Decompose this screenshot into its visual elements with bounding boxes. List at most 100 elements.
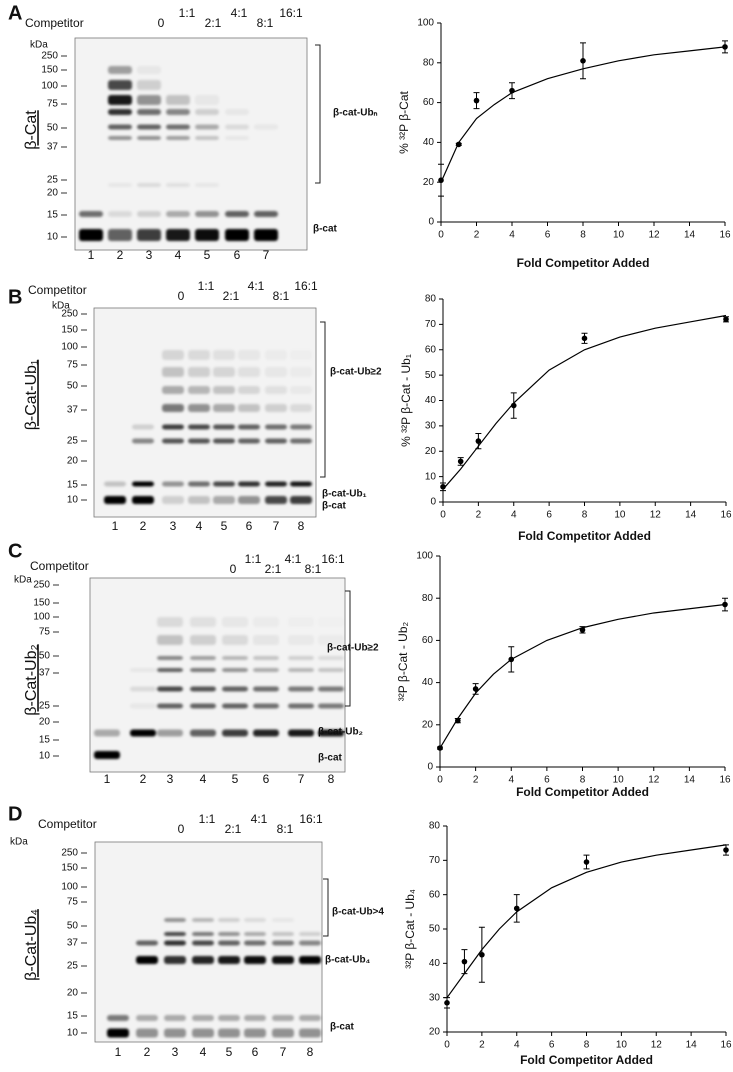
lane-number: 8	[307, 1045, 314, 1059]
gel-band	[164, 1028, 186, 1038]
gel-band	[290, 404, 312, 412]
gel-band	[188, 496, 210, 504]
fit-curve	[440, 46, 726, 183]
gel-band	[188, 350, 210, 360]
y-tick-label: 40	[423, 137, 435, 148]
gel-band	[265, 438, 287, 444]
gel-band	[253, 668, 279, 672]
ratio-label: 0	[158, 16, 165, 30]
gel-band	[164, 932, 186, 936]
gel-band	[188, 481, 210, 487]
gel-band	[130, 729, 156, 737]
gel-band	[318, 617, 344, 627]
gel-band	[162, 424, 184, 430]
gel-band	[272, 940, 294, 946]
lane-number: 4	[196, 519, 203, 533]
lane-number: 5	[226, 1045, 233, 1059]
x-tick-label: 6	[544, 775, 550, 786]
y-tick-label: 80	[422, 593, 434, 604]
gel-band	[132, 438, 154, 444]
gel-band	[213, 367, 235, 377]
x-tick-label: 16	[720, 1040, 732, 1051]
x-tick-label: 16	[719, 230, 731, 241]
x-tick-label: 8	[580, 230, 586, 241]
gel-band	[290, 481, 312, 487]
y-axis-label: % ³²P β-Cat - Ub₁	[399, 354, 413, 447]
lane-number: 1	[104, 772, 111, 786]
gel-band	[195, 183, 219, 187]
gel-band	[137, 80, 161, 90]
marker-label: 250	[61, 848, 78, 859]
gel-band	[213, 481, 235, 487]
lane-number: 2	[144, 1045, 151, 1059]
gel-band	[218, 956, 240, 964]
gel-band	[253, 729, 279, 737]
gel-band	[272, 932, 294, 936]
gel-band	[225, 229, 249, 241]
gel-band	[192, 1028, 214, 1038]
gel-image	[89, 577, 346, 773]
lane-number: 3	[167, 772, 174, 786]
data-point	[723, 316, 729, 323]
marker-label: 75	[39, 627, 51, 638]
y-tick-label: 60	[425, 344, 437, 355]
y-tick-label: 30	[425, 421, 437, 432]
x-tick-label: 4	[511, 510, 517, 521]
y-tick-label: 60	[429, 889, 441, 900]
gel-band	[288, 729, 314, 737]
gel-band	[238, 438, 260, 444]
gel-band	[132, 424, 154, 430]
marker-label: 50	[39, 651, 51, 662]
lane-number: 7	[298, 772, 305, 786]
gel-band	[225, 211, 249, 217]
y-tick-label: 30	[429, 992, 441, 1003]
gel-band	[290, 386, 312, 394]
gel-bands	[104, 350, 312, 504]
marker-label: 10	[47, 232, 59, 243]
gel-band	[192, 918, 214, 922]
data-point	[455, 717, 461, 724]
lane-number: 2	[140, 519, 147, 533]
lane-number: 6	[263, 772, 270, 786]
marker-label: 15	[47, 210, 59, 221]
marker-label: 150	[41, 65, 58, 76]
gel-band	[218, 1028, 240, 1038]
gel-band	[288, 635, 314, 645]
gel-band	[290, 424, 312, 430]
gel-band	[222, 668, 248, 672]
panel-letter: B	[8, 286, 22, 308]
lane-number: 3	[170, 519, 177, 533]
gel-title: β-Cat-Ub₂	[23, 644, 40, 715]
gel-band	[213, 438, 235, 444]
marker-label: 150	[33, 598, 50, 609]
data-point	[580, 58, 586, 64]
x-tick-label: 0	[440, 510, 446, 521]
gel-band	[244, 918, 266, 922]
ratio-label: 0	[178, 289, 185, 303]
ratio-label: 0	[178, 822, 185, 836]
gel-band	[218, 940, 240, 946]
gel-band	[190, 686, 216, 692]
gel-band	[188, 386, 210, 394]
ratio-label: 2:1	[225, 822, 242, 836]
gel-band	[79, 211, 103, 217]
gel-band	[107, 1015, 129, 1021]
marker-label: 25	[67, 436, 79, 447]
band-label: β-cat-Ub≥2	[330, 367, 382, 378]
gel-band	[195, 124, 219, 130]
y-tick-label: 70	[429, 855, 441, 866]
ratio-label: 8:1	[257, 16, 274, 30]
gel-band	[288, 703, 314, 709]
ratio-label: 4:1	[251, 812, 268, 826]
data-point	[444, 1000, 450, 1006]
lane-number: 5	[232, 772, 239, 786]
x-tick-label: 6	[546, 510, 552, 521]
gel-band	[188, 438, 210, 444]
gel-band	[192, 940, 214, 946]
gel-band	[290, 438, 312, 444]
ratio-label: 16:1	[299, 812, 323, 826]
x-tick-label: 14	[684, 775, 696, 786]
y-tick-label: 0	[427, 762, 433, 773]
data-point	[581, 335, 588, 342]
